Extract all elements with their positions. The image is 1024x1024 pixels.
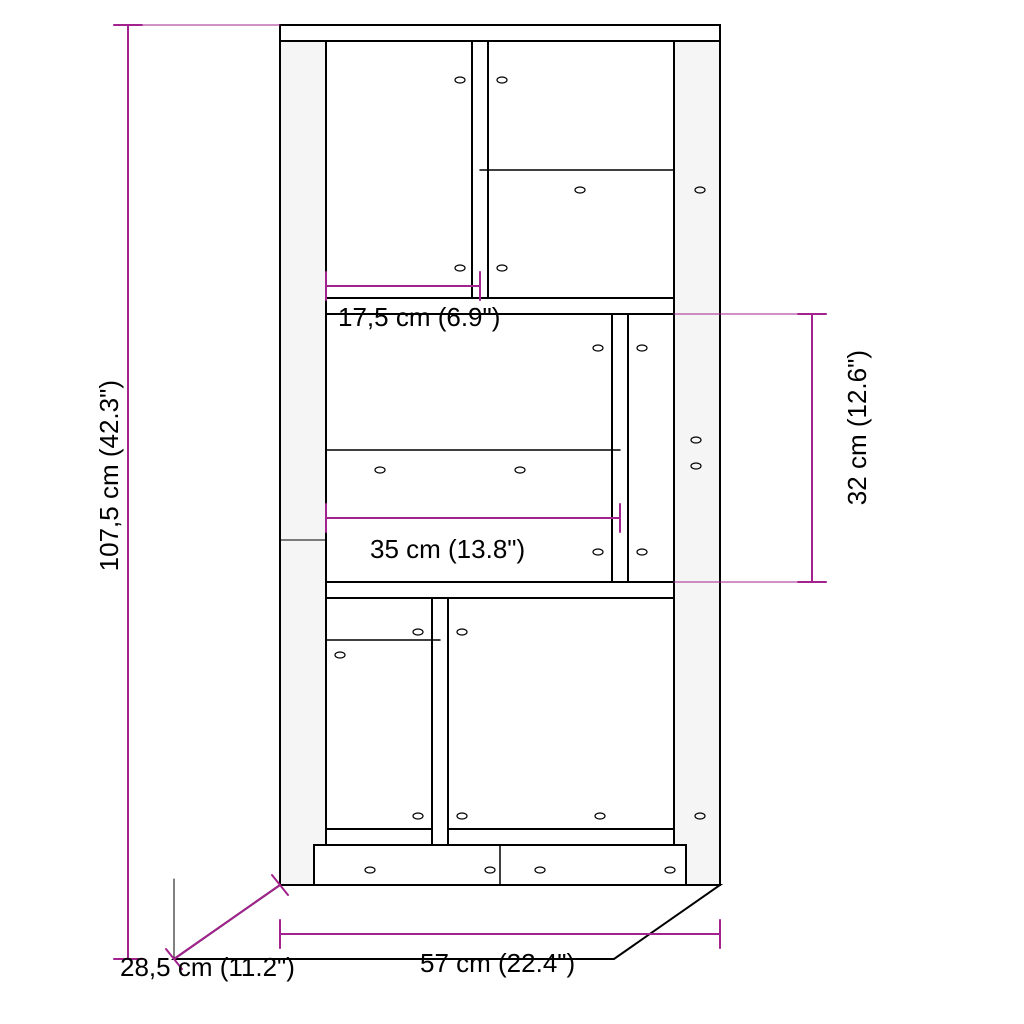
label-height: 107,5 cm (42.3"): [94, 380, 125, 571]
label-section-height: 32 cm (12.6"): [842, 350, 873, 505]
label-width: 57 cm (22.4"): [420, 948, 575, 979]
label-inner-175: 17,5 cm (6.9"): [338, 302, 500, 333]
label-inner-35: 35 cm (13.8"): [370, 534, 525, 565]
label-depth: 28,5 cm (11.2"): [120, 952, 295, 983]
